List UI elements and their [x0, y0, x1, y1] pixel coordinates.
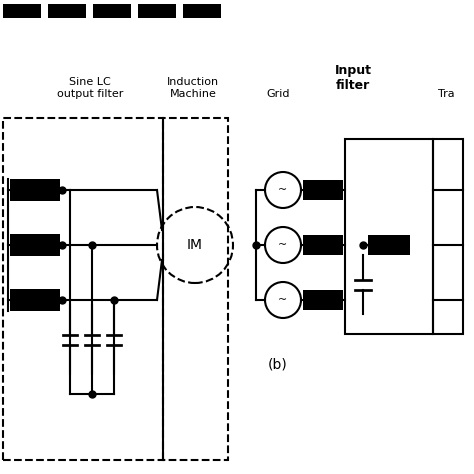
Bar [368, 235, 410, 255]
Text: Induction
Machine: Induction Machine [167, 77, 219, 99]
Bar [303, 180, 343, 200]
Bar [303, 235, 343, 255]
Text: Sine LC
output filter: Sine LC output filter [57, 77, 123, 99]
Bar [3, 118, 228, 460]
Bar [303, 290, 343, 310]
Bar [10, 179, 60, 201]
Text: ~: ~ [278, 295, 288, 305]
Bar [138, 4, 176, 18]
Text: Input
filter: Input filter [335, 64, 372, 92]
Text: IM: IM [187, 238, 203, 252]
Bar [183, 4, 221, 18]
Bar [10, 234, 60, 256]
Bar [48, 4, 86, 18]
Bar [93, 4, 131, 18]
Text: ~: ~ [278, 185, 288, 195]
Text: Tra: Tra [438, 89, 455, 99]
Bar [433, 139, 463, 334]
Bar [345, 139, 433, 334]
Text: Grid: Grid [266, 89, 290, 99]
Text: (b): (b) [268, 357, 288, 371]
Bar [10, 289, 60, 311]
Bar [3, 4, 41, 18]
Text: ~: ~ [278, 240, 288, 250]
